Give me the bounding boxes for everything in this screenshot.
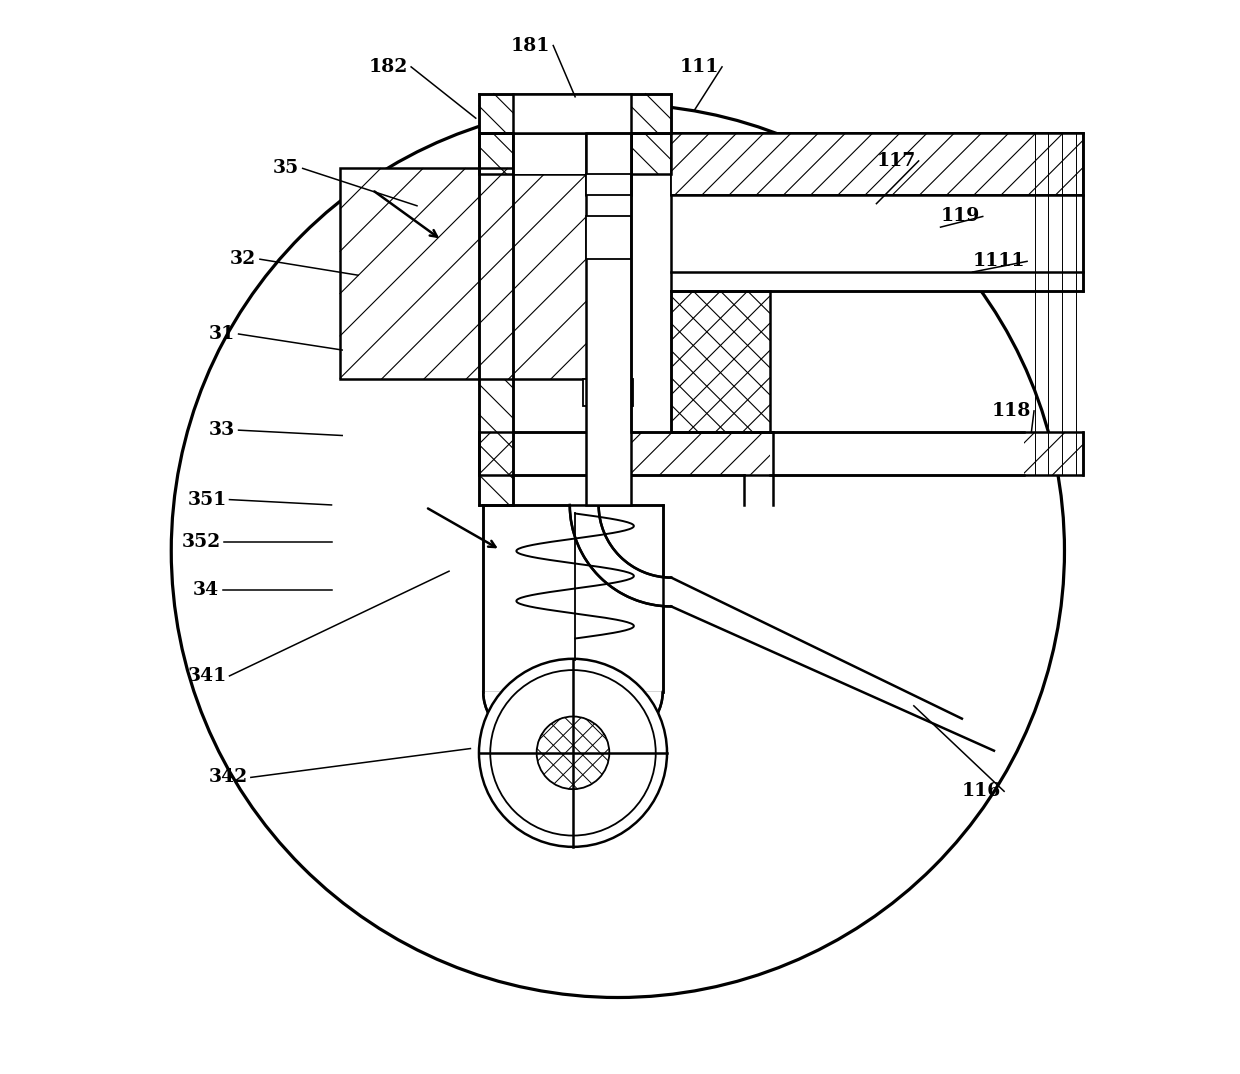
Bar (583, 379, 632, 406)
Text: 33: 33 (208, 421, 234, 439)
Bar (585, 174, 631, 195)
Bar (585, 133, 631, 195)
Text: 1111: 1111 (972, 252, 1025, 271)
Bar (340, 169, 593, 379)
Bar (340, 169, 593, 379)
Text: 351: 351 (187, 491, 227, 509)
Bar (585, 217, 631, 259)
Bar (479, 93, 671, 133)
Text: 117: 117 (877, 151, 915, 170)
Text: 352: 352 (182, 534, 221, 551)
Bar (671, 291, 770, 433)
Polygon shape (484, 692, 662, 756)
Bar (479, 133, 513, 505)
Text: 34: 34 (192, 581, 218, 599)
Polygon shape (570, 505, 671, 607)
Bar (671, 291, 770, 433)
Text: 118: 118 (992, 402, 1032, 420)
Text: 182: 182 (370, 58, 408, 76)
Bar (770, 433, 1024, 475)
Text: 116: 116 (962, 782, 1001, 800)
Bar (479, 433, 1083, 475)
Bar (479, 433, 1083, 475)
Bar (671, 133, 1083, 195)
Circle shape (171, 104, 1064, 998)
Bar (479, 133, 671, 174)
Bar (631, 133, 671, 174)
Circle shape (479, 658, 667, 846)
Text: 341: 341 (187, 667, 227, 685)
Bar (513, 133, 631, 505)
Text: 111: 111 (680, 58, 719, 76)
Bar (513, 433, 631, 475)
Text: 35: 35 (273, 159, 299, 177)
Bar (513, 133, 631, 174)
Text: 181: 181 (511, 37, 551, 55)
Text: 31: 31 (208, 325, 234, 343)
Bar (479, 133, 513, 174)
Bar (479, 93, 513, 133)
Bar (671, 133, 1083, 291)
Bar (513, 93, 631, 133)
Bar (631, 93, 671, 133)
Bar (484, 505, 662, 692)
Bar (479, 133, 513, 505)
Text: 342: 342 (208, 768, 248, 786)
Text: 32: 32 (229, 250, 257, 268)
Bar (585, 133, 631, 505)
Circle shape (537, 716, 609, 789)
Bar (671, 133, 1083, 195)
Bar (671, 291, 770, 433)
Text: 119: 119 (940, 207, 980, 226)
